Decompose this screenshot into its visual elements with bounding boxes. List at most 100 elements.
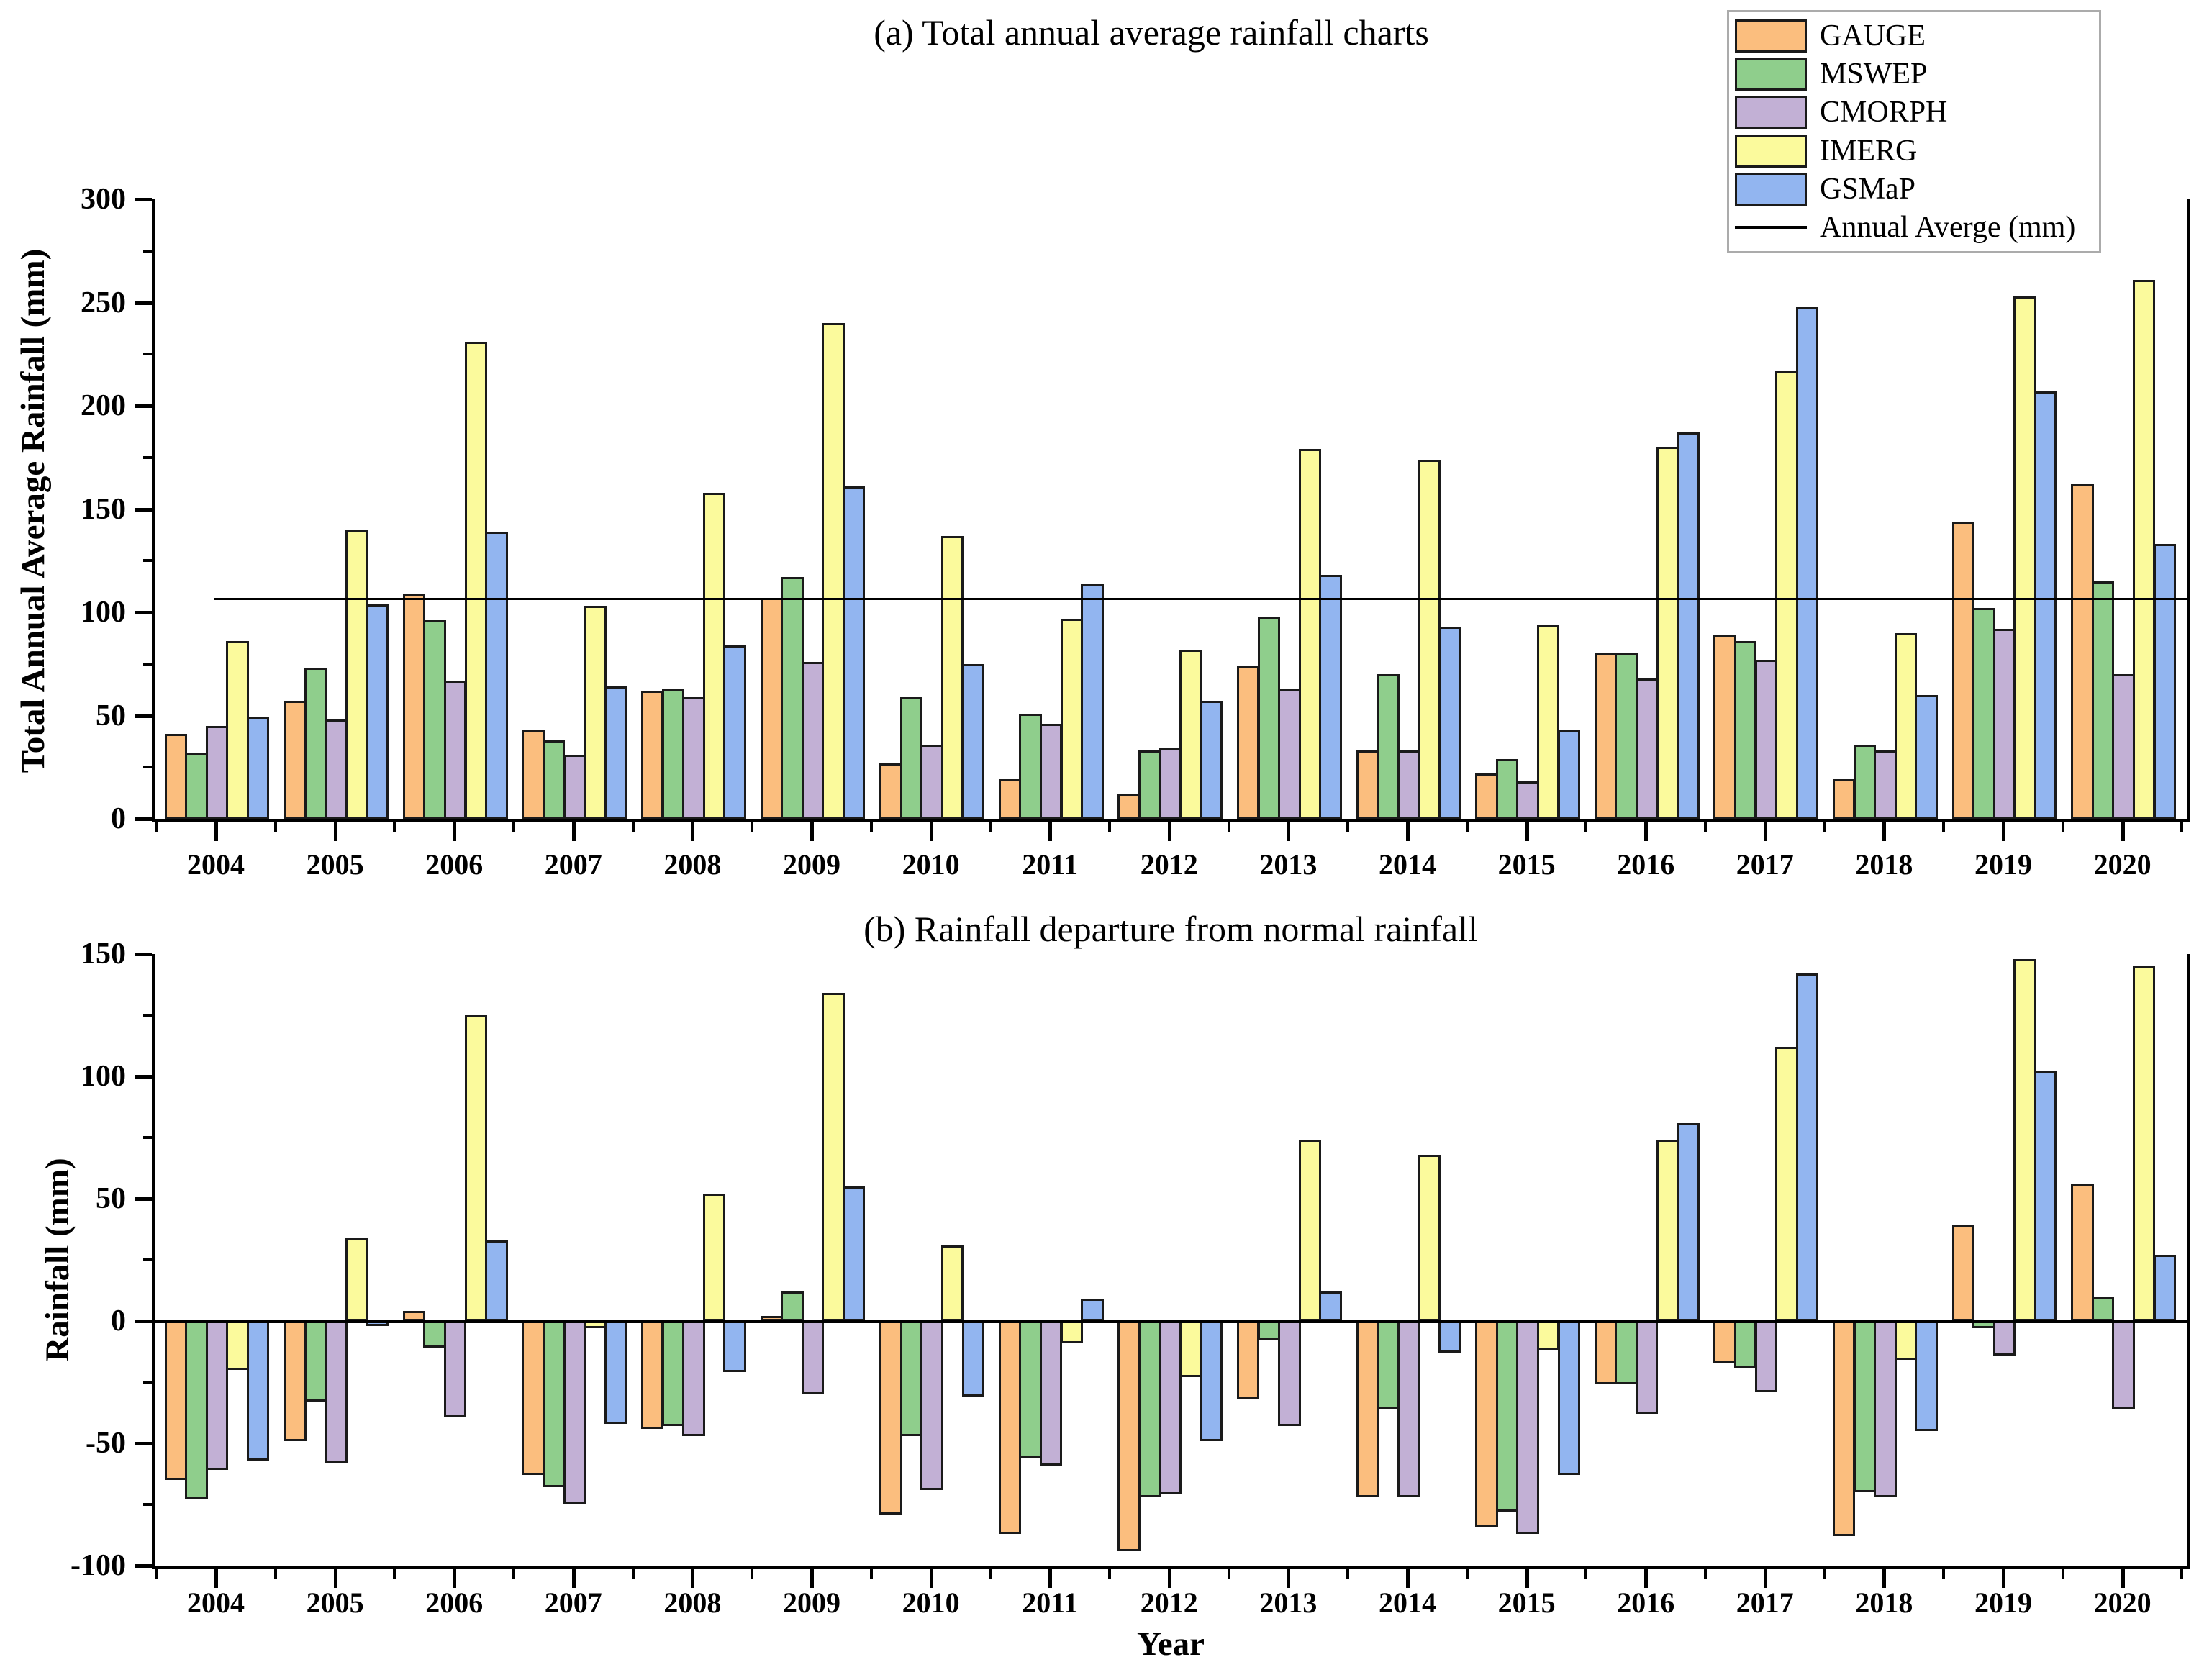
bar-gauge-2006	[402, 594, 426, 819]
chart-a-title: (a) Total annual average rainfall charts	[874, 12, 1429, 53]
x-major-tick	[333, 822, 337, 841]
bar-gsmap-2020	[2153, 544, 2177, 819]
x-minor-tick	[1465, 1569, 1469, 1579]
bar-gsmap-2008	[723, 1321, 746, 1373]
bar-mswep-2010	[899, 696, 923, 819]
x-major-tick	[453, 1569, 457, 1588]
x-minor-tick	[1942, 1569, 1946, 1579]
bar-gsmap-2009	[842, 486, 866, 819]
bar-imerg-2009	[822, 323, 845, 819]
bar-cmorph-2015	[1516, 781, 1539, 819]
y-minor-tick	[143, 353, 153, 356]
x-minor-tick	[1346, 1569, 1350, 1579]
bar-mswep-2017	[1733, 1321, 1757, 1368]
year-label: 2020	[2093, 848, 2152, 881]
bar-cmorph-2018	[1874, 750, 1897, 819]
bar-imerg-2005	[345, 1238, 368, 1321]
x-minor-tick	[631, 1569, 635, 1579]
bar-gauge-2009	[760, 597, 784, 819]
bar-gsmap-2006	[485, 1240, 508, 1321]
year-label: 2017	[1736, 1586, 1794, 1619]
bar-cmorph-2005	[325, 1321, 348, 1463]
x-major-tick	[571, 1569, 576, 1588]
bar-mswep-2009	[781, 577, 804, 819]
bar-imerg-2018	[1894, 1321, 1918, 1361]
bar-gsmap-2011	[1081, 1299, 1104, 1321]
x-major-tick	[1525, 822, 1529, 841]
bar-cmorph-2017	[1754, 1321, 1778, 1392]
y-major-tick	[135, 1564, 152, 1568]
bar-mswep-2019	[1972, 608, 1995, 819]
bar-cmorph-2004	[205, 725, 229, 819]
y-major-tick	[135, 953, 152, 956]
x-major-tick	[333, 1569, 337, 1588]
bar-cmorph-2005	[325, 719, 348, 819]
x-minor-tick	[1227, 1569, 1230, 1579]
bar-mswep-2007	[542, 740, 566, 819]
year-label: 2011	[1022, 1586, 1079, 1619]
bar-gsmap-2020	[2153, 1255, 2177, 1321]
x-minor-tick	[1108, 822, 1111, 832]
bar-gauge-2008	[640, 691, 664, 819]
year-label: 2018	[1855, 848, 1913, 881]
x-major-tick	[929, 1569, 933, 1588]
x-minor-tick	[273, 822, 277, 832]
legend-label: IMERG	[1820, 134, 1918, 168]
y-tick-label: 100	[81, 1060, 126, 1093]
x-minor-tick	[1584, 1569, 1588, 1579]
bar-gauge-2020	[2071, 484, 2094, 819]
bar-cmorph-2008	[682, 696, 705, 819]
bar-mswep-2007	[542, 1321, 566, 1488]
x-minor-tick	[989, 1569, 992, 1579]
x-minor-tick	[989, 822, 992, 832]
x-minor-tick	[393, 1569, 396, 1579]
year-label: 2008	[663, 1586, 722, 1619]
year-label: 2015	[1497, 848, 1556, 881]
bar-gauge-2012	[1117, 794, 1141, 819]
bar-cmorph-2012	[1159, 1321, 1182, 1495]
year-label: 2015	[1497, 1586, 1556, 1619]
bar-mswep-2018	[1853, 744, 1877, 819]
bar-imerg-2004	[226, 641, 249, 819]
bar-gsmap-2011	[1081, 583, 1104, 819]
year-label: 2017	[1736, 848, 1794, 881]
bar-mswep-2016	[1615, 1321, 1638, 1385]
bar-gauge-2016	[1594, 653, 1618, 819]
bar-cmorph-2006	[443, 1321, 467, 1417]
year-label: 2004	[187, 848, 245, 881]
year-label: 2007	[544, 848, 602, 881]
x-minor-tick	[1704, 822, 1707, 832]
y-major-tick	[135, 1320, 152, 1323]
x-major-tick	[2121, 822, 2125, 841]
bar-mswep-2009	[781, 1291, 804, 1321]
bar-gsmap-2007	[604, 686, 627, 819]
bar-gauge-2017	[1713, 1321, 1736, 1363]
bar-cmorph-2015	[1516, 1321, 1539, 1534]
x-major-tick	[2002, 822, 2005, 841]
bar-cmorph-2016	[1635, 678, 1659, 819]
y-tick-label: 50	[96, 699, 126, 732]
legend-entry-gsmap: GSMaP	[1735, 171, 2099, 207]
bar-gsmap-2017	[1795, 307, 1819, 819]
bar-cmorph-2009	[801, 1321, 825, 1394]
year-label: 2019	[1974, 1586, 2032, 1619]
x-major-tick	[1406, 1569, 1410, 1588]
bar-cmorph-2011	[1039, 723, 1063, 819]
bar-gauge-2018	[1832, 779, 1856, 819]
bar-mswep-2012	[1138, 1321, 1161, 1497]
bar-cmorph-2014	[1397, 750, 1420, 819]
x-minor-tick	[1942, 822, 1946, 832]
y-tick-label: 250	[81, 286, 126, 319]
bar-mswep-2010	[899, 1321, 923, 1436]
bar-imerg-2017	[1775, 1047, 1798, 1321]
bar-imerg-2006	[464, 1015, 488, 1321]
bar-cmorph-2020	[2112, 674, 2135, 819]
bar-imerg-2020	[2132, 966, 2156, 1321]
bar-gauge-2019	[1951, 1225, 1975, 1321]
bar-gsmap-2009	[842, 1186, 866, 1321]
bar-cmorph-2010	[920, 744, 943, 819]
bar-gauge-2019	[1951, 521, 1975, 819]
x-major-tick	[1167, 1569, 1171, 1588]
bar-cmorph-2008	[682, 1321, 705, 1436]
bar-gsmap-2008	[723, 645, 746, 819]
